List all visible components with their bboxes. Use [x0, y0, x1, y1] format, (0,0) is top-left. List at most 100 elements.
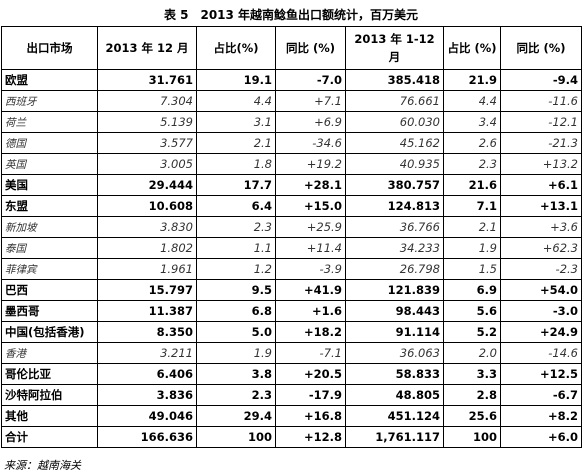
value-cell: -3.0 [500, 300, 582, 322]
market-cell: 中国(包括香港) [1, 321, 98, 343]
value-cell: 166.636 [97, 426, 197, 448]
value-cell: 3.211 [97, 342, 197, 364]
header-cell: 2013 年 12 月 [97, 26, 197, 70]
market-cell: 德国 [1, 132, 98, 154]
market-cell: 哥伦比亚 [1, 363, 98, 385]
value-cell: 34.233 [345, 237, 444, 259]
value-cell: 58.833 [345, 363, 444, 385]
value-cell: 380.757 [345, 174, 444, 196]
header-cell: 2013 年 1-12 月 [345, 26, 444, 70]
market-cell: 西班牙 [1, 90, 98, 112]
table-row: 香港 3.211 1.9 -7.1 36.063 2.0 -14.6 [1, 342, 582, 364]
value-cell: +6.9 [275, 111, 346, 133]
table-row: 墨西哥 11.387 6.8 +1.6 98.443 5.6 -3.0 [1, 300, 582, 322]
table-row: 东盟 10.608 6.4 +15.0 124.813 7.1 +13.1 [1, 195, 582, 217]
market-cell: 菲律宾 [1, 258, 98, 280]
value-cell: 5.0 [196, 321, 276, 343]
value-cell: +1.6 [275, 300, 346, 322]
value-cell: 5.2 [443, 321, 501, 343]
market-cell: 美国 [1, 174, 98, 196]
value-cell: 21.9 [443, 69, 501, 91]
value-cell: -3.9 [275, 258, 346, 280]
value-cell: +19.2 [275, 153, 346, 175]
table-title: 表 5 2013 年越南鲶鱼出口额统计，百万美元 [163, 8, 419, 22]
value-cell: 10.608 [97, 195, 197, 217]
value-cell: 385.418 [345, 69, 444, 91]
value-cell: -34.6 [275, 132, 346, 154]
value-cell: 8.350 [97, 321, 197, 343]
value-cell: 2.1 [443, 216, 501, 238]
value-cell: +13.2 [500, 153, 582, 175]
value-cell: 1.802 [97, 237, 197, 259]
value-cell: +13.1 [500, 195, 582, 217]
value-cell: 17.7 [196, 174, 276, 196]
table-row: 欧盟 31.761 19.1 -7.0 385.418 21.9 -9.4 [1, 69, 582, 91]
table-row: 美国 29.444 17.7 +28.1 380.757 21.6 +6.1 [1, 174, 582, 196]
table-row: 菲律宾 1.961 1.2 -3.9 26.798 1.5 -2.3 [1, 258, 582, 280]
value-cell: 3.1 [196, 111, 276, 133]
value-cell: +8.2 [500, 405, 582, 427]
value-cell: 2.1 [196, 132, 276, 154]
value-cell: 1.5 [443, 258, 501, 280]
value-cell: 3.3 [443, 363, 501, 385]
value-cell: 3.8 [196, 363, 276, 385]
value-cell: 3.577 [97, 132, 197, 154]
value-cell: 1.9 [196, 342, 276, 364]
value-cell: 2.0 [443, 342, 501, 364]
value-cell: 76.661 [345, 90, 444, 112]
value-cell: 1.8 [196, 153, 276, 175]
value-cell: 5.6 [443, 300, 501, 322]
value-cell: +62.3 [500, 237, 582, 259]
source-note: 来源：越南海关 [4, 459, 81, 472]
value-cell: 2.3 [443, 153, 501, 175]
value-cell: 1.961 [97, 258, 197, 280]
value-cell: 4.4 [196, 90, 276, 112]
value-cell: 29.444 [97, 174, 197, 196]
market-cell: 东盟 [1, 195, 98, 217]
value-cell: -21.3 [500, 132, 582, 154]
table-row: 英国 3.005 1.8 +19.2 40.935 2.3 +13.2 [1, 153, 582, 175]
value-cell: +54.0 [500, 279, 582, 301]
value-cell: +6.1 [500, 174, 582, 196]
table-row: 泰国 1.802 1.1 +11.4 34.233 1.9 +62.3 [1, 237, 582, 259]
data-table: 出口市场 2013 年 12 月占比(%) 同比 (%) 2013 年 1-12 月占… [1, 26, 582, 448]
table-row: 其他 49.046 29.4 +16.8 451.124 25.6 +8.2 [1, 405, 582, 427]
header-cell: 占比 (%) [443, 26, 501, 70]
table-row: 沙特阿拉伯 3.836 2.3 -17.9 48.805 2.8 -6.7 [1, 384, 582, 406]
market-cell: 墨西哥 [1, 300, 98, 322]
value-cell: 121.839 [345, 279, 444, 301]
value-cell: 29.4 [196, 405, 276, 427]
market-cell: 巴西 [1, 279, 98, 301]
market-cell: 荷兰 [1, 111, 98, 133]
header-cell: 占比(%) [196, 26, 276, 70]
header-cell: 同比 (%) [500, 26, 582, 70]
value-cell: 45.162 [345, 132, 444, 154]
value-cell: 1,761.117 [345, 426, 444, 448]
value-cell: +18.2 [275, 321, 346, 343]
header-cell: 出口市场 [1, 26, 98, 70]
value-cell: 98.443 [345, 300, 444, 322]
value-cell: 6.406 [97, 363, 197, 385]
header-cell: 同比 (%) [275, 26, 346, 70]
value-cell: +3.6 [500, 216, 582, 238]
value-cell: -6.7 [500, 384, 582, 406]
table-row: 中国(包括香港) 8.350 5.0 +18.2 91.114 5.2 +24.9 [1, 321, 582, 343]
value-cell: +16.8 [275, 405, 346, 427]
table-row: 哥伦比亚 6.406 3.8 +20.5 58.833 3.3 +12.5 [1, 363, 582, 385]
market-cell: 合计 [1, 426, 98, 448]
value-cell: 7.304 [97, 90, 197, 112]
value-cell: -12.1 [500, 111, 582, 133]
value-cell: 5.139 [97, 111, 197, 133]
value-cell: +12.5 [500, 363, 582, 385]
value-cell: 2.3 [196, 384, 276, 406]
market-cell: 新加坡 [1, 216, 98, 238]
market-cell: 沙特阿拉伯 [1, 384, 98, 406]
value-cell: 3.4 [443, 111, 501, 133]
value-cell: -14.6 [500, 342, 582, 364]
value-cell: +11.4 [275, 237, 346, 259]
value-cell: +24.9 [500, 321, 582, 343]
value-cell: +20.5 [275, 363, 346, 385]
market-cell: 欧盟 [1, 69, 98, 91]
value-cell: 49.046 [97, 405, 197, 427]
value-cell: 3.830 [97, 216, 197, 238]
